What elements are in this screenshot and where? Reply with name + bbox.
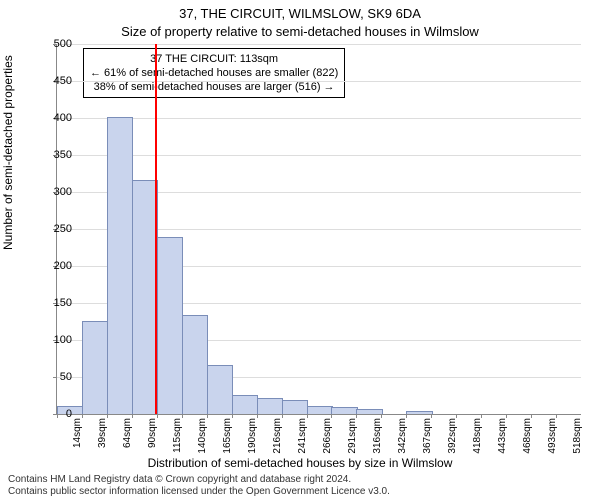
xtick-label: 115sqm <box>172 418 183 453</box>
histogram-bar <box>207 365 233 414</box>
xtick-label: 216sqm <box>272 418 283 454</box>
chart-container: 37, THE CIRCUIT, WILMSLOW, SK9 6DA Size … <box>0 0 600 500</box>
xtick-label: 342sqm <box>397 418 408 454</box>
y-axis-label: Number of semi-detached properties <box>1 55 15 250</box>
histogram-bar <box>82 321 108 415</box>
xtick-label: 165sqm <box>222 418 233 454</box>
ytick-label: 450 <box>40 75 72 87</box>
ytick-label: 250 <box>40 223 72 235</box>
xtick-label: 39sqm <box>97 418 108 448</box>
xtick-mark <box>257 414 258 418</box>
histogram-bar <box>182 315 208 414</box>
ytick-label: 100 <box>40 334 72 346</box>
xtick-mark <box>107 414 108 418</box>
xtick-mark <box>232 414 233 418</box>
xtick-label: 518sqm <box>572 418 583 454</box>
ytick-label: 400 <box>40 112 72 124</box>
gridline <box>57 81 581 82</box>
annotation-box: 37 THE CIRCUIT: 113sqm ← 61% of semi-det… <box>83 48 345 98</box>
gridline <box>57 155 581 156</box>
histogram-bar <box>107 117 133 414</box>
xtick-label: 291sqm <box>347 418 358 454</box>
xtick-mark <box>456 414 457 418</box>
xtick-label: 316sqm <box>372 418 383 454</box>
xtick-mark <box>82 414 83 418</box>
caption-line-1: Contains HM Land Registry data © Crown c… <box>8 474 390 486</box>
ytick-label: 500 <box>40 38 72 50</box>
histogram-bar <box>157 237 183 414</box>
xtick-mark <box>431 414 432 418</box>
xtick-label: 90sqm <box>147 418 158 448</box>
histogram-bar <box>232 395 258 415</box>
annotation-line-2: ← 61% of semi-detached houses are smalle… <box>90 66 338 80</box>
xtick-mark <box>356 414 357 418</box>
histogram-bar <box>257 398 283 414</box>
ytick-label: 50 <box>40 371 72 383</box>
chart-title-main: 37, THE CIRCUIT, WILMSLOW, SK9 6DA <box>0 6 600 21</box>
xtick-mark <box>481 414 482 418</box>
xtick-mark <box>381 414 382 418</box>
xtick-label: 266sqm <box>322 418 333 454</box>
xtick-label: 468sqm <box>522 418 533 454</box>
chart-caption: Contains HM Land Registry data © Crown c… <box>8 474 390 498</box>
xtick-label: 367sqm <box>422 418 433 454</box>
annotation-line-3: 38% of semi-detached houses are larger (… <box>90 80 338 94</box>
xtick-label: 140sqm <box>197 418 208 454</box>
caption-line-2: Contains public sector information licen… <box>8 486 390 498</box>
gridline <box>57 118 581 119</box>
xtick-mark <box>531 414 532 418</box>
xtick-mark <box>282 414 283 418</box>
xtick-mark <box>556 414 557 418</box>
xtick-label: 241sqm <box>297 418 308 454</box>
reference-line <box>155 44 157 414</box>
plot-area: 37 THE CIRCUIT: 113sqm ← 61% of semi-det… <box>56 44 581 415</box>
ytick-label: 300 <box>40 186 72 198</box>
xtick-mark <box>406 414 407 418</box>
xtick-mark <box>307 414 308 418</box>
xtick-mark <box>207 414 208 418</box>
histogram-bar <box>282 400 308 414</box>
annotation-line-1: 37 THE CIRCUIT: 113sqm <box>90 52 338 66</box>
xtick-mark <box>157 414 158 418</box>
ytick-label: 350 <box>40 149 72 161</box>
xtick-mark <box>182 414 183 418</box>
xtick-label: 493sqm <box>547 418 558 454</box>
xtick-label: 443sqm <box>497 418 508 454</box>
ytick-label: 200 <box>40 260 72 272</box>
xtick-label: 418sqm <box>472 418 483 454</box>
xtick-label: 64sqm <box>122 418 133 448</box>
ytick-label: 150 <box>40 297 72 309</box>
histogram-bar <box>406 411 432 414</box>
ytick-label: 0 <box>40 408 72 420</box>
xtick-label: 190sqm <box>247 418 258 454</box>
xtick-mark <box>331 414 332 418</box>
chart-title-sub: Size of property relative to semi-detach… <box>0 24 600 39</box>
xtick-mark <box>132 414 133 418</box>
xtick-label: 14sqm <box>72 418 83 448</box>
gridline <box>57 44 581 45</box>
xtick-label: 392sqm <box>447 418 458 454</box>
x-axis-label: Distribution of semi-detached houses by … <box>0 456 600 470</box>
histogram-bar <box>356 409 382 414</box>
histogram-bar <box>307 406 333 414</box>
xtick-mark <box>506 414 507 418</box>
histogram-bar <box>331 407 357 414</box>
